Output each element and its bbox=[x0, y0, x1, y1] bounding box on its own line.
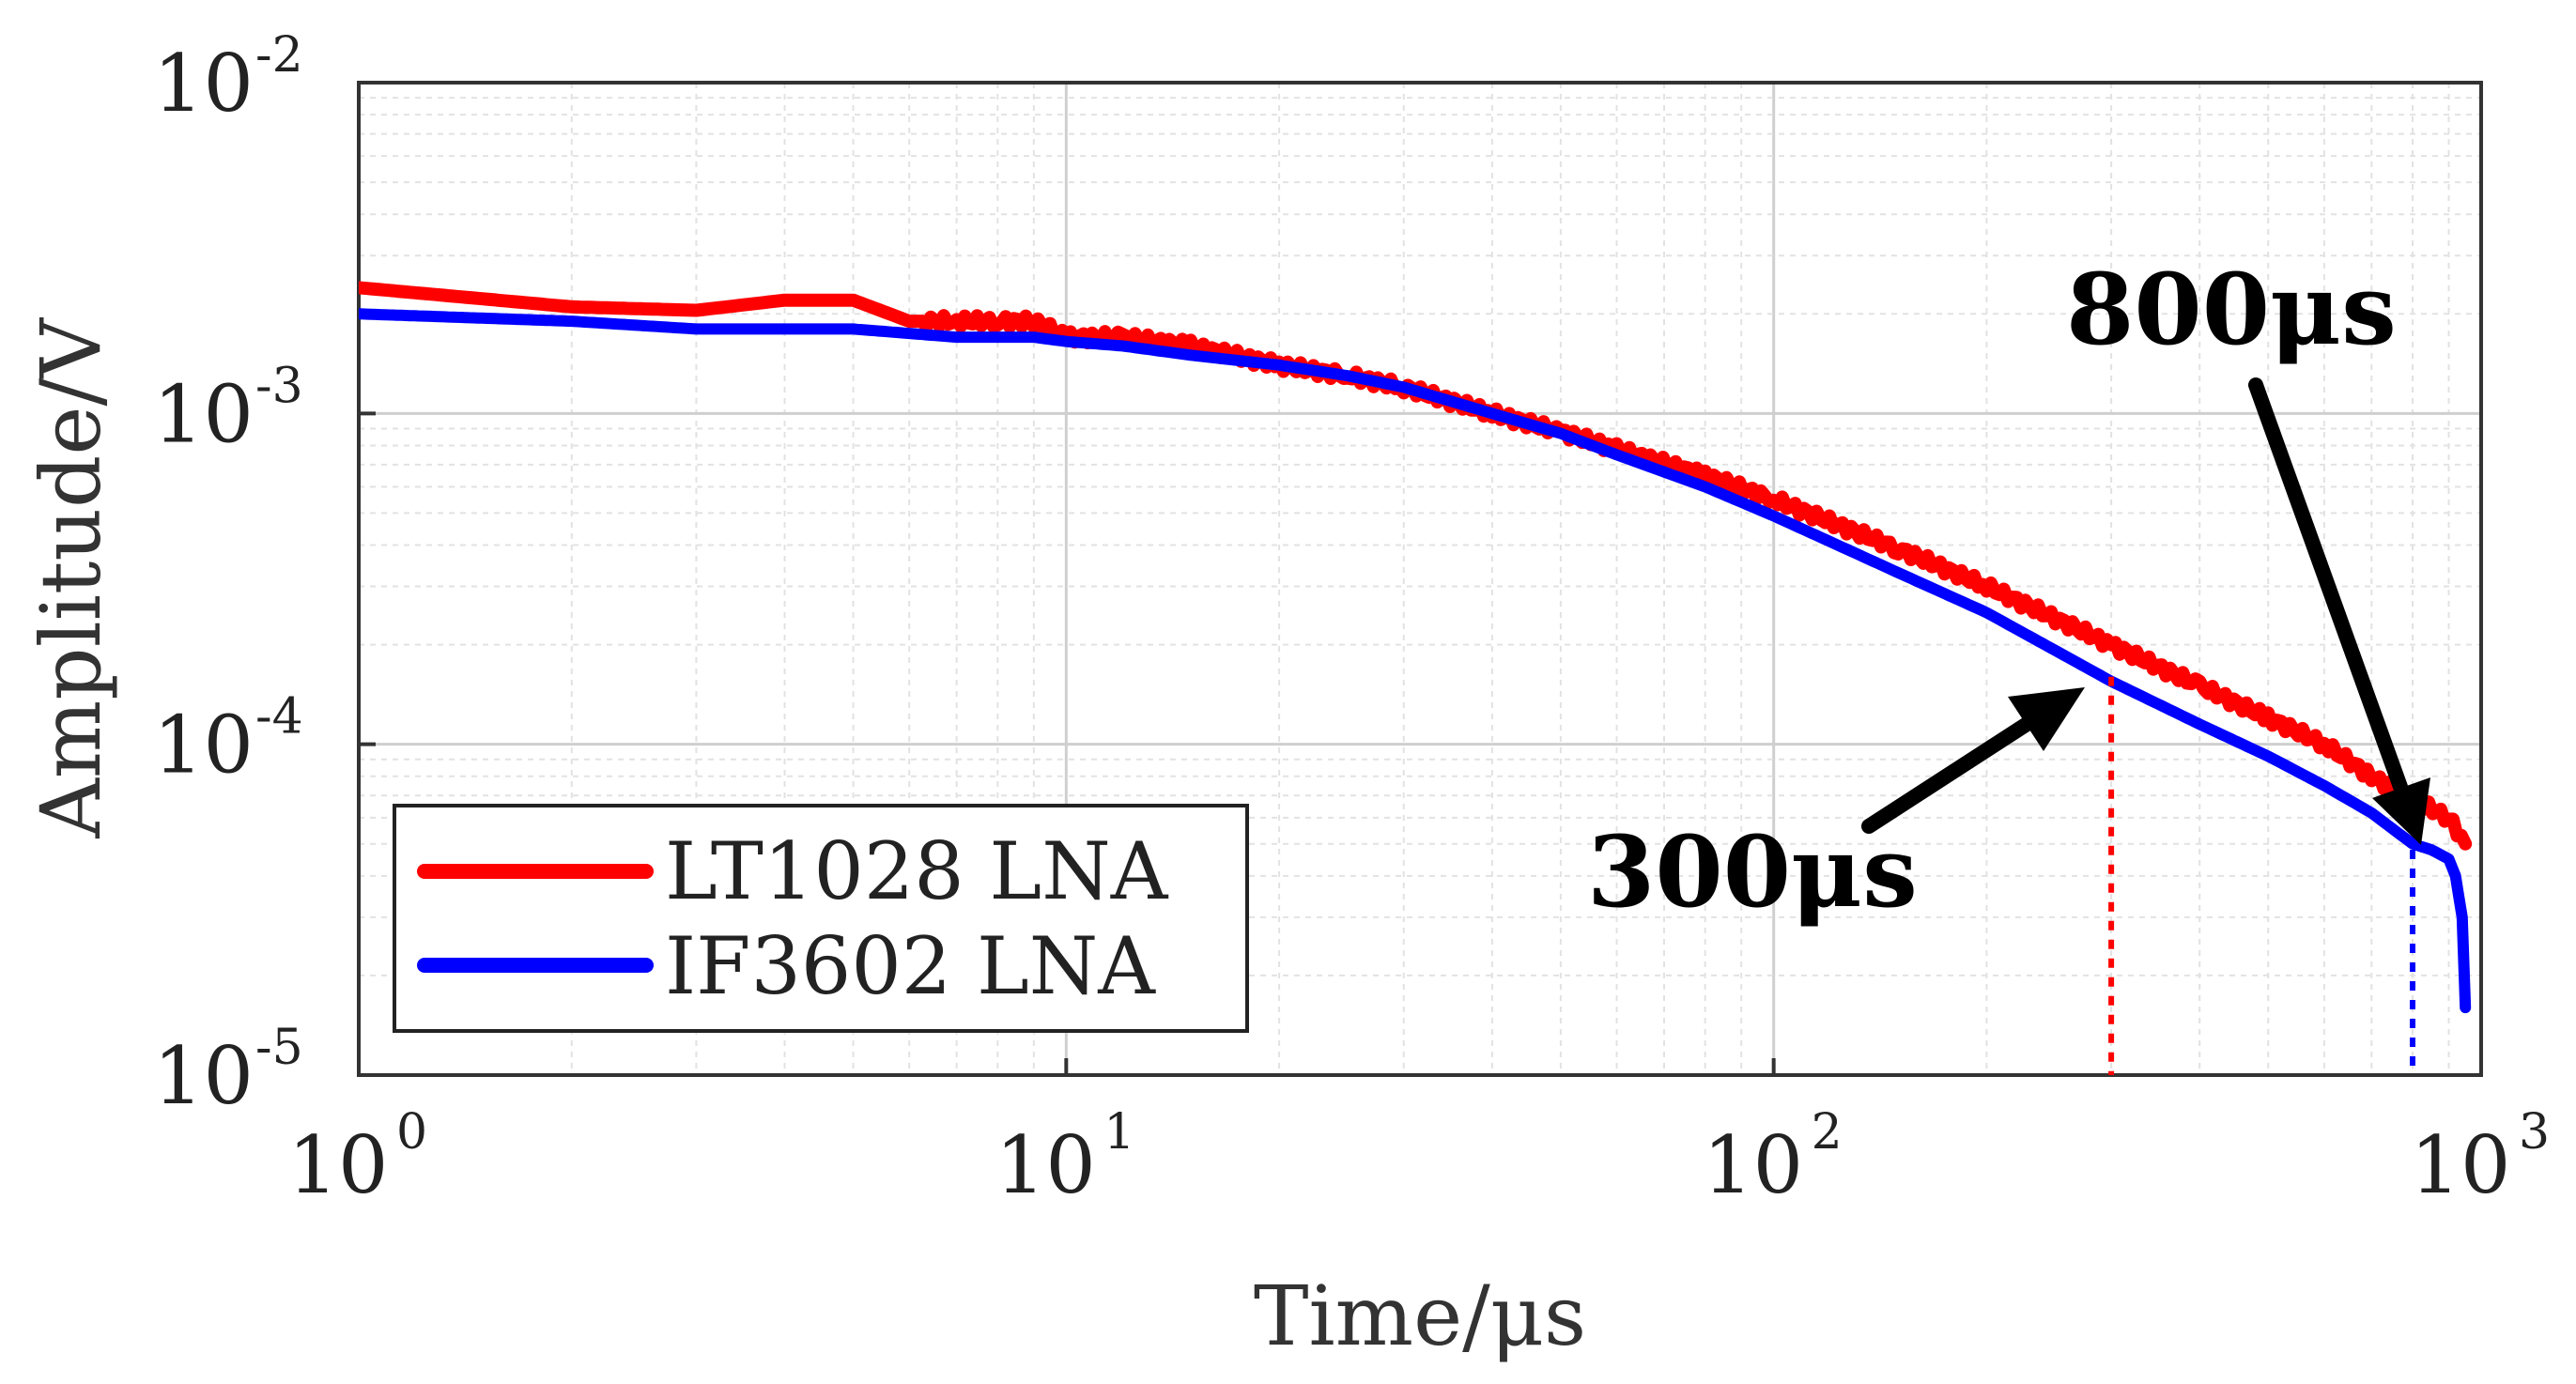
marker-lines bbox=[2108, 676, 2415, 1075]
y-axis-label: Amplitude/V bbox=[23, 317, 119, 839]
y-tick-exponent: -5 bbox=[255, 1020, 303, 1076]
y-axis-ticks: 10-510-410-310-2 bbox=[153, 27, 376, 1122]
y-tick-exponent: -2 bbox=[255, 27, 303, 84]
legend: LT1028 LNA IF3602 LNA bbox=[393, 804, 1249, 1033]
annotation-label-800us: 800μs bbox=[2066, 252, 2397, 367]
series-line-if3602 bbox=[359, 308, 2472, 1014]
annotation-300us: 300μs bbox=[1587, 687, 2085, 930]
annotation-800us: 800μs bbox=[2066, 252, 2430, 845]
y-tick-exponent: -3 bbox=[255, 358, 303, 414]
x-tick-label: 10 bbox=[2411, 1119, 2511, 1211]
y-tick-label: 10 bbox=[153, 1030, 254, 1122]
legend-label-lt1028: LT1028 LNA bbox=[665, 825, 1169, 917]
arrowhead-300us bbox=[2008, 687, 2085, 751]
x-tick-exponent: 2 bbox=[1812, 1104, 1843, 1161]
series-group bbox=[359, 281, 2473, 1014]
x-tick-label: 10 bbox=[288, 1119, 389, 1211]
y-tick-label: 10 bbox=[153, 38, 254, 130]
y-tick-exponent: -4 bbox=[255, 689, 303, 746]
x-axis-label: Time/μs bbox=[1254, 1268, 1586, 1364]
legend-label-if3602: IF3602 LNA bbox=[665, 920, 1156, 1012]
series-line-lt1028 bbox=[359, 281, 2473, 851]
arrow-300us bbox=[1861, 715, 2036, 834]
x-tick-label: 10 bbox=[1703, 1119, 1803, 1211]
x-tick-label: 10 bbox=[995, 1119, 1096, 1211]
x-axis-ticks: 10 0 10 1 10 2 10 3 bbox=[288, 1058, 2550, 1211]
x-tick-exponent: 3 bbox=[2519, 1104, 2550, 1161]
x-tick-exponent: 0 bbox=[396, 1104, 427, 1161]
x-tick-exponent: 1 bbox=[1103, 1104, 1134, 1161]
plot-area-frame bbox=[357, 81, 2483, 1077]
arrowhead-800us bbox=[2372, 777, 2430, 845]
annotation-label-300us: 300μs bbox=[1587, 814, 1918, 930]
legend-box bbox=[393, 804, 1249, 1033]
y-tick-label: 10 bbox=[153, 700, 254, 792]
arrow-800us bbox=[2248, 377, 2408, 794]
y-tick-label: 10 bbox=[153, 368, 254, 460]
